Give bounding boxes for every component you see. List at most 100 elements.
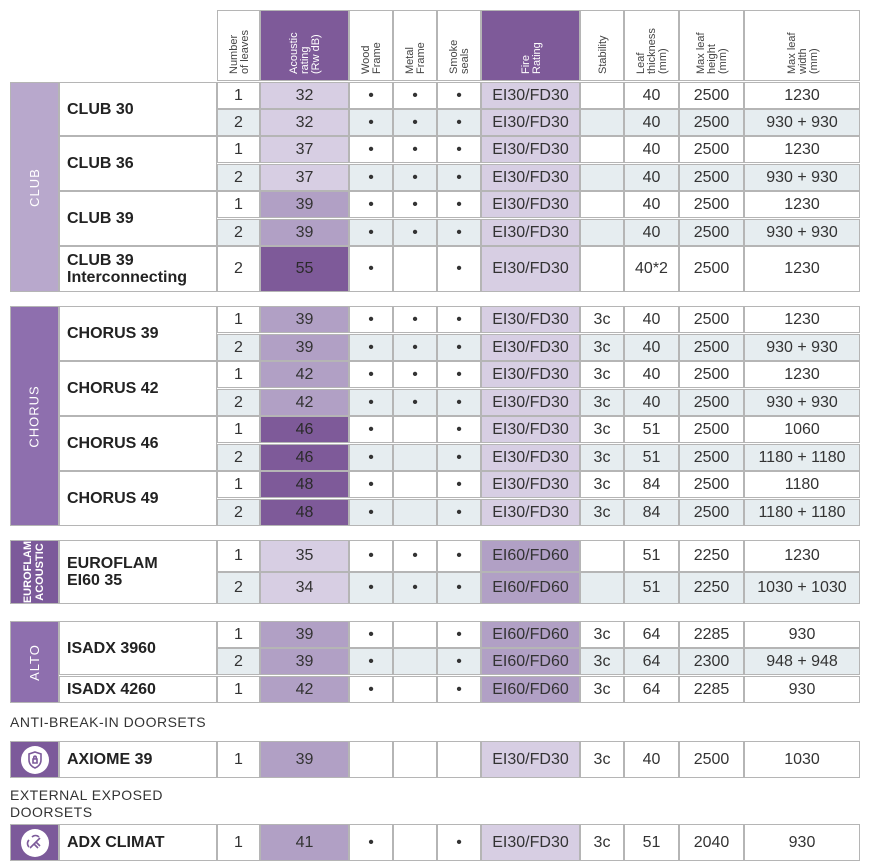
cell-metal-frame: •: [393, 109, 437, 136]
cell-wood-frame: •: [349, 676, 393, 703]
cell-wood-frame: •: [349, 361, 393, 388]
cell-fire-rating: EI30/FD30: [481, 499, 580, 526]
cell-fire-rating: EI60/FD60: [481, 621, 580, 648]
cell-max-leaf-width: 1030 + 1030: [744, 572, 860, 604]
cell-metal-frame: [393, 246, 437, 292]
cell-max-leaf-width: 948 + 948: [744, 648, 860, 675]
cell-max-leaf-height: 2500: [679, 361, 744, 388]
product-name: CHORUS 42: [59, 361, 217, 416]
cell-max-leaf-height: 2500: [679, 389, 744, 416]
cell-smoke-seals: •: [437, 219, 481, 246]
cell-leaf-thickness: 51: [624, 540, 679, 572]
cell-smoke-seals: •: [437, 648, 481, 675]
cell-stability: [580, 191, 624, 218]
cell-smoke-seals: •: [437, 389, 481, 416]
cell-leaves: 1: [217, 306, 260, 333]
cell-smoke-seals: •: [437, 164, 481, 191]
cell-acoustic-rating: 32: [260, 109, 349, 136]
cell-metal-frame: •: [393, 136, 437, 163]
cell-leaf-thickness: 51: [624, 572, 679, 604]
cell-leaves: 1: [217, 621, 260, 648]
cell-stability: 3c: [580, 361, 624, 388]
cell-max-leaf-width: 1180: [744, 471, 860, 498]
group-label-text: ALTO: [26, 643, 42, 681]
cell-leaf-thickness: 40: [624, 82, 679, 109]
cell-leaves: 2: [217, 444, 260, 471]
cell-leaves: 1: [217, 824, 260, 861]
cell-wood-frame: •: [349, 82, 393, 109]
cell-fire-rating: EI30/FD30: [481, 416, 580, 443]
cell-leaves: 2: [217, 334, 260, 361]
cell-metal-frame: [393, 444, 437, 471]
header-label: Fire Rating: [519, 42, 543, 74]
cell-metal-frame: •: [393, 540, 437, 572]
header-acoustic-rating: Acoustic rating (Rw dB): [260, 10, 349, 81]
cell-max-leaf-width: 1230: [744, 361, 860, 388]
product-name: CLUB 39 Interconnecting: [59, 246, 217, 292]
cell-max-leaf-height: 2500: [679, 444, 744, 471]
cell-max-leaf-width: 930 + 930: [744, 334, 860, 361]
shield-lock-icon: [20, 745, 49, 774]
cell-fire-rating: EI30/FD30: [481, 191, 580, 218]
cell-leaf-thickness: 84: [624, 499, 679, 526]
cell-metal-frame: [393, 676, 437, 703]
cell-metal-frame: •: [393, 389, 437, 416]
cell-acoustic-rating: 39: [260, 648, 349, 675]
header-wood-frame: Wood Frame: [349, 10, 393, 81]
cell-wood-frame: •: [349, 306, 393, 333]
cell-metal-frame: [393, 621, 437, 648]
cell-acoustic-rating: 55: [260, 246, 349, 292]
cell-leaf-thickness: 40: [624, 164, 679, 191]
cell-max-leaf-height: 2500: [679, 191, 744, 218]
cell-max-leaf-height: 2500: [679, 416, 744, 443]
product-name: ADX CLIMAT: [59, 824, 217, 861]
cell-leaf-thickness: 40: [624, 191, 679, 218]
cell-wood-frame: •: [349, 246, 393, 292]
cell-max-leaf-width: 930: [744, 621, 860, 648]
cell-leaf-thickness: 64: [624, 676, 679, 703]
cell-stability: 3c: [580, 741, 624, 778]
cell-stability: 3c: [580, 444, 624, 471]
cell-smoke-seals: •: [437, 471, 481, 498]
cell-acoustic-rating: 35: [260, 540, 349, 572]
cell-acoustic-rating: 48: [260, 499, 349, 526]
cell-leaves: 2: [217, 109, 260, 136]
cell-metal-frame: •: [393, 306, 437, 333]
header-leaves: Number of leaves: [217, 10, 260, 81]
cell-smoke-seals: •: [437, 191, 481, 218]
product-name: CHORUS 39: [59, 306, 217, 361]
cell-stability: 3c: [580, 334, 624, 361]
header-label: Leaf thickness (mm): [635, 28, 669, 74]
cell-max-leaf-width: 930 + 930: [744, 164, 860, 191]
cell-stability: 3c: [580, 499, 624, 526]
cell-acoustic-rating: 42: [260, 361, 349, 388]
header-label: Wood Frame: [360, 42, 383, 74]
cell-leaves: 1: [217, 361, 260, 388]
cell-max-leaf-height: 2300: [679, 648, 744, 675]
cell-leaf-thickness: 40: [624, 361, 679, 388]
cell-smoke-seals: •: [437, 82, 481, 109]
cell-metal-frame: •: [393, 334, 437, 361]
cell-stability: [580, 219, 624, 246]
cell-metal-frame: [393, 741, 437, 778]
product-name: CLUB 36: [59, 136, 217, 191]
cell-wood-frame: •: [349, 824, 393, 861]
cell-fire-rating: EI60/FD60: [481, 572, 580, 604]
cell-leaf-thickness: 64: [624, 621, 679, 648]
cell-leaf-thickness: 40*2: [624, 246, 679, 292]
cell-stability: [580, 82, 624, 109]
header-leaf-thickness: Leaf thickness (mm): [624, 10, 679, 81]
cell-smoke-seals: •: [437, 361, 481, 388]
cell-fire-rating: EI60/FD60: [481, 648, 580, 675]
cell-wood-frame: •: [349, 416, 393, 443]
cell-smoke-seals: •: [437, 306, 481, 333]
group-label-text: CHORUS: [27, 384, 42, 448]
cell-smoke-seals: •: [437, 444, 481, 471]
cell-metal-frame: •: [393, 164, 437, 191]
cell-fire-rating: EI30/FD30: [481, 246, 580, 292]
cell-metal-frame: [393, 416, 437, 443]
cell-wood-frame: •: [349, 164, 393, 191]
cell-fire-rating: EI60/FD60: [481, 540, 580, 572]
product-name: CLUB 30: [59, 82, 217, 136]
cell-acoustic-rating: 42: [260, 676, 349, 703]
